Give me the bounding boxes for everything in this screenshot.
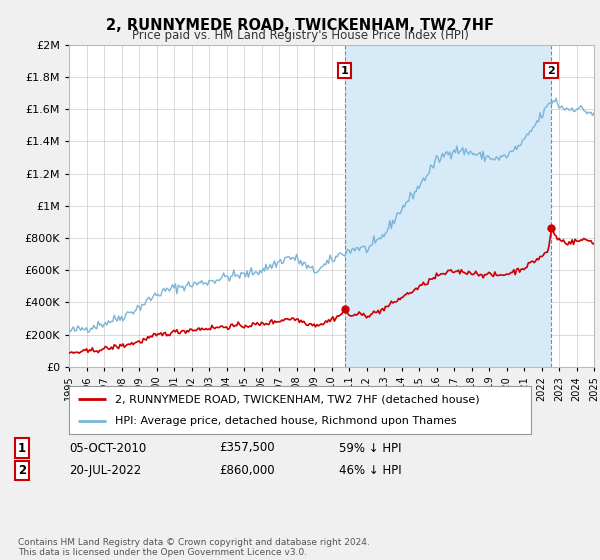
Text: 1: 1 bbox=[18, 441, 26, 455]
Text: £860,000: £860,000 bbox=[219, 464, 275, 477]
Bar bbox=[344, 45, 551, 367]
Text: 2: 2 bbox=[547, 66, 555, 76]
Text: Contains HM Land Registry data © Crown copyright and database right 2024.
This d: Contains HM Land Registry data © Crown c… bbox=[18, 538, 370, 557]
Text: 1: 1 bbox=[341, 66, 349, 76]
Text: 59% ↓ HPI: 59% ↓ HPI bbox=[339, 441, 401, 455]
Text: 05-OCT-2010: 05-OCT-2010 bbox=[69, 441, 146, 455]
Text: Price paid vs. HM Land Registry's House Price Index (HPI): Price paid vs. HM Land Registry's House … bbox=[131, 29, 469, 42]
Text: 2, RUNNYMEDE ROAD, TWICKENHAM, TW2 7HF (detached house): 2, RUNNYMEDE ROAD, TWICKENHAM, TW2 7HF (… bbox=[115, 394, 480, 404]
Text: 2, RUNNYMEDE ROAD, TWICKENHAM, TW2 7HF: 2, RUNNYMEDE ROAD, TWICKENHAM, TW2 7HF bbox=[106, 18, 494, 33]
Text: HPI: Average price, detached house, Richmond upon Thames: HPI: Average price, detached house, Rich… bbox=[115, 416, 457, 426]
Text: 2: 2 bbox=[18, 464, 26, 477]
Text: 46% ↓ HPI: 46% ↓ HPI bbox=[339, 464, 401, 477]
Text: £357,500: £357,500 bbox=[219, 441, 275, 455]
Text: 20-JUL-2022: 20-JUL-2022 bbox=[69, 464, 141, 477]
